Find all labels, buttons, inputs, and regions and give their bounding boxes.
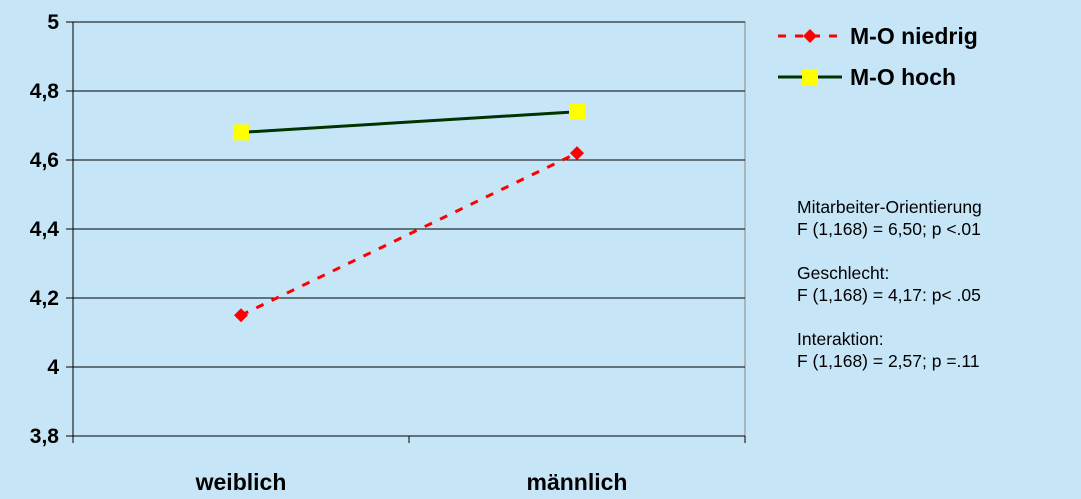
series-line bbox=[240, 110, 578, 134]
x-category-label: weiblich bbox=[195, 469, 287, 495]
stat-mitarbeiter-orientierung: Mitarbeiter-Orientierung F (1,168) = 6,5… bbox=[797, 196, 982, 240]
diamond-marker bbox=[570, 146, 584, 161]
stat-interaktion: Interaktion: F (1,168) = 2,57; p =.11 bbox=[797, 328, 982, 372]
stat-value: F (1,168) = 2,57; p =.11 bbox=[797, 351, 980, 371]
stat-value: F (1,168) = 6,50; p <.01 bbox=[797, 219, 981, 239]
chart-grid bbox=[72, 21, 746, 437]
y-tick-label: 4,8 bbox=[30, 80, 60, 103]
stat-title: Mitarbeiter-Orientierung bbox=[797, 197, 982, 217]
square-marker bbox=[802, 69, 818, 85]
y-tick-label: 3,8 bbox=[30, 425, 60, 448]
chart-series bbox=[233, 103, 585, 323]
stat-title: Geschlecht: bbox=[797, 263, 890, 283]
x-axis-categories: weiblich männlich bbox=[195, 469, 628, 495]
legend-label: M-O hoch bbox=[850, 64, 956, 90]
y-tick-label: 4,2 bbox=[30, 287, 59, 310]
stat-title: Interaktion: bbox=[797, 329, 884, 349]
y-tick-label: 4,6 bbox=[30, 149, 59, 172]
x-category-label: männlich bbox=[527, 469, 628, 495]
y-tick-label: 5 bbox=[47, 11, 59, 34]
diamond-marker bbox=[803, 29, 817, 43]
square-marker bbox=[233, 124, 249, 141]
y-axis-ticks: 3,8 4 4,2 4,4 4,6 4,8 5 bbox=[30, 11, 60, 448]
series-line bbox=[240, 151, 578, 317]
y-tick-label: 4 bbox=[47, 356, 59, 379]
legend-label: M-O niedrig bbox=[850, 23, 978, 49]
chart-legend: M-O niedrig M-O hoch bbox=[778, 23, 978, 90]
square-marker bbox=[569, 103, 585, 120]
chart-axes bbox=[66, 21, 746, 443]
y-tick-label: 4,4 bbox=[30, 218, 60, 241]
stat-value: F (1,168) = 4,17: p< .05 bbox=[797, 285, 981, 305]
statistics-panel: Mitarbeiter-Orientierung F (1,168) = 6,5… bbox=[797, 196, 982, 394]
stat-geschlecht: Geschlecht: F (1,168) = 4,17: p< .05 bbox=[797, 262, 982, 306]
diamond-marker bbox=[234, 308, 248, 323]
